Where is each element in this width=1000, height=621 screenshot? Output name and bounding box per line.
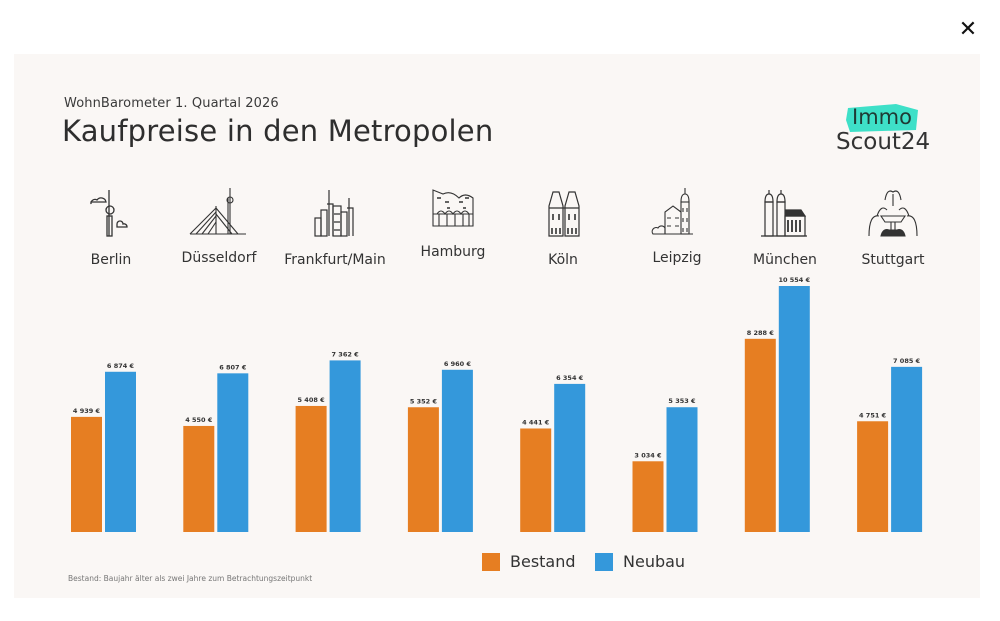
city-frankfurt: Frankfurt/Main — [280, 186, 390, 268]
legend-item-bestand: Bestand — [482, 552, 576, 571]
tv-tower-icon — [90, 190, 128, 237]
bar-bestand-2 — [295, 405, 327, 532]
data-label-neubau-1: 6 807 € — [219, 363, 247, 371]
chart-title: Kaufpreise in den Metropolen — [62, 114, 494, 148]
fountain-icon — [868, 190, 918, 237]
data-label-neubau-4: 6 354 € — [556, 374, 584, 382]
data-label-bestand-3: 5 352 € — [410, 397, 438, 405]
data-label-bestand-6: 8 288 € — [747, 329, 775, 337]
legend-item-neubau: Neubau — [595, 552, 685, 571]
bar-neubau-3 — [441, 369, 473, 532]
bar-neubau-5 — [666, 407, 698, 532]
data-label-bestand-7: 4 751 € — [859, 411, 887, 419]
city-berlin: Berlin — [56, 186, 166, 268]
immoscout24-logo: Immo Scout24 — [836, 104, 936, 160]
city-muenchen: München — [730, 186, 840, 268]
bar-neubau-4 — [554, 383, 586, 532]
city-name: Frankfurt/Main — [284, 252, 386, 268]
legend-label-neubau: Neubau — [623, 552, 686, 571]
cathedral-icon — [548, 191, 580, 237]
city-name: Düsseldorf — [181, 250, 257, 266]
bar-bestand-0 — [71, 416, 102, 532]
data-label-bestand-4: 4 441 € — [522, 418, 550, 426]
city-name: Leipzig — [652, 250, 702, 266]
bar-bestand-3 — [407, 407, 439, 532]
data-label-bestand-1: 4 550 € — [185, 416, 213, 424]
bar-bestand-4 — [520, 428, 552, 532]
data-label-neubau-3: 6 960 € — [444, 360, 472, 368]
city-name: Stuttgart — [861, 252, 925, 268]
data-label-neubau-5: 5 353 € — [668, 397, 696, 405]
bar-neubau-6 — [778, 286, 810, 532]
city-koeln: Köln — [508, 186, 618, 268]
bar-bestand-1 — [183, 425, 215, 532]
elbphilharmonie-icon — [432, 189, 474, 227]
data-label-bestand-5: 3 034 € — [634, 451, 662, 459]
city-name: Berlin — [90, 252, 132, 268]
city-leipzig: Leipzig — [622, 184, 732, 266]
bar-neubau-7 — [891, 366, 923, 532]
data-label-neubau-2: 7 362 € — [332, 350, 360, 358]
footnote: Bestand: Baujahr älter als zwei Jahre zu… — [68, 574, 313, 583]
frauenkirche-icon — [761, 190, 807, 237]
legend-swatch-bestand — [482, 552, 500, 571]
city-name: München — [753, 252, 817, 268]
bar-neubau-2 — [329, 360, 361, 532]
bar-bestand-6 — [744, 338, 776, 532]
old-town-hall-icon — [651, 188, 693, 235]
close-button[interactable]: ✕ — [958, 16, 978, 42]
data-label-neubau-7: 7 085 € — [893, 357, 921, 365]
bar-bestand-5 — [632, 461, 664, 532]
logo-accent-shape — [846, 104, 918, 132]
bar-neubau-1 — [217, 373, 249, 532]
legend-swatch-neubau — [595, 552, 613, 571]
data-label-neubau-6: 10 554 € — [778, 276, 810, 284]
city-name: Hamburg — [420, 244, 486, 260]
bridge-tower-icon — [189, 188, 246, 235]
city-hamburg: Hamburg — [398, 184, 508, 260]
city-duesseldorf: Düsseldorf — [164, 184, 274, 266]
chart-subtitle: WohnBarometer 1. Quartal 2026 — [64, 96, 279, 111]
legend-label-bestand: Bestand — [510, 552, 576, 571]
city-stuttgart: Stuttgart — [838, 186, 948, 268]
logo-immo-text: Immo — [852, 105, 912, 129]
data-label-neubau-0: 6 874 € — [107, 362, 135, 370]
data-label-bestand-0: 4 939 € — [73, 407, 101, 415]
city-name: Köln — [548, 252, 578, 268]
bar-bestand-7 — [857, 421, 889, 532]
logo-scout24-text: Scout24 — [836, 129, 931, 155]
data-label-bestand-2: 5 408 € — [298, 396, 326, 404]
bar-neubau-0 — [105, 371, 136, 532]
infographic-card: WohnBarometer 1. Quartal 2026 Kaufpreise… — [14, 54, 980, 598]
skyline-icon — [314, 190, 354, 237]
